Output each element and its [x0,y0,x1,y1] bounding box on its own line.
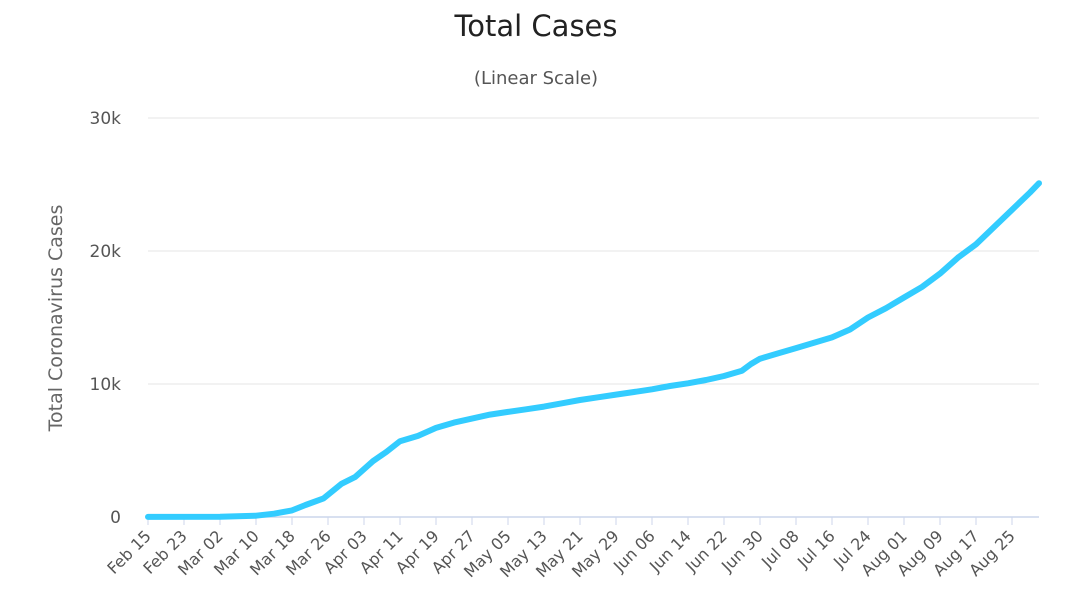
chart-title: Total Cases [453,9,617,43]
y-tick-label: 0 [110,508,121,528]
y-axis-ticks: 0 10k 20k 30k [90,109,122,528]
gridlines [148,117,1039,518]
series-line [145,180,1042,520]
series-layer [145,180,1042,520]
y-tick-label: 30k [90,109,122,129]
y-tick-label: 20k [90,242,122,262]
x-tick-label: Jul 08 [757,526,803,572]
y-tick-label: 10k [90,375,122,395]
x-tick-label: Jul 16 [793,526,839,572]
chart-subtitle: (Linear Scale) [474,68,598,89]
y-axis-label: Total Coronavirus Cases [45,205,67,433]
